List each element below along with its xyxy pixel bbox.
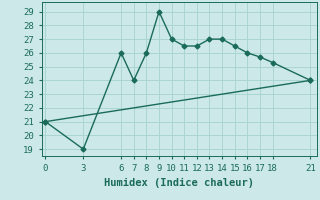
X-axis label: Humidex (Indice chaleur): Humidex (Indice chaleur) — [104, 178, 254, 188]
